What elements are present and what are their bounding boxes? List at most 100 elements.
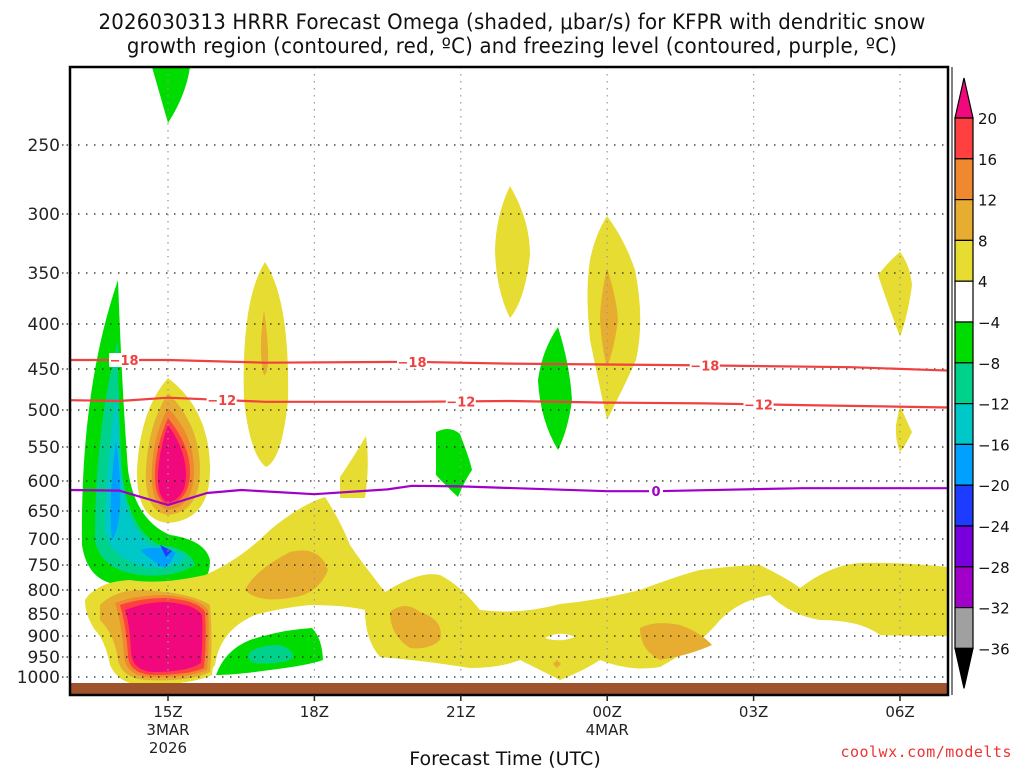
colorbar-label: −4 [978,314,1000,332]
colorbar-swatch [954,403,974,446]
ascent-region-low-n8 [248,645,294,664]
contour-lines: −18 −18 −18 −12 −12 −12 0 [70,353,948,507]
descent-region-p12-a [245,550,328,600]
contour-label: −12 [207,394,236,409]
colorbar-label: −24 [978,518,1010,536]
colorbar-swatch [954,606,974,649]
contour-label: −18 [398,356,427,371]
colorbar-label: −8 [978,355,1000,373]
contour-label-bg [109,353,140,367]
x-tick-label: 06Z [885,703,914,721]
colorbar-swatch [954,280,974,323]
x-tick-label: 00Z [593,703,622,721]
colorbar-label: −16 [978,436,1010,454]
colorbar-under-arrow [954,647,974,689]
colorbar-label: −20 [978,477,1010,495]
y-tick-label: 300 [28,205,60,225]
neutral-hole [545,633,575,641]
ascent-region-plume-n20 [160,545,172,557]
colorbar-label: 8 [978,232,988,250]
colorbar-swatch [954,443,974,486]
terrain-bar [70,683,948,695]
colorbar-label: −28 [978,559,1010,577]
x-tick-date: 4MAR [586,721,629,739]
contour-label-bg [649,484,663,499]
contour-label: 0 [651,485,660,500]
y-tick-label: 850 [28,605,60,625]
x-axis-title: Forecast Time (UTC) [409,748,600,768]
descent-region-small-06z [895,405,912,452]
contour-dendritic-top [70,358,948,372]
y-tick-label: 650 [28,502,60,522]
x-tick-label: 15Z [153,703,182,721]
x-tick-date: 3MAR [146,721,189,739]
y-tick-label: 700 [28,530,60,550]
colorbar-label: −12 [978,396,1010,414]
contour-dendritic-bottom [70,396,948,409]
descent-region-p12-b [390,606,441,649]
colorbar-label: 16 [978,151,997,169]
ascent-region-small-21z [436,428,472,497]
descent-region-upper-22z [495,186,530,318]
contour-label: −18 [690,359,719,374]
colorbar-swatch [954,525,974,568]
colorbar-swatch [954,199,974,242]
y-tick-label: 900 [28,627,60,647]
x-tick-label: 03Z [739,703,768,721]
contour-label: −18 [110,354,139,369]
plot-frame [68,65,950,697]
ascent-region-plume-n12 [105,390,185,568]
colorbar-label: 20 [978,110,997,128]
descent-region-small-19z [340,436,368,498]
chart-title: 2026030313 HRRR Forecast Omega (shaded, … [98,10,926,34]
descent-region-p12-c [640,623,712,660]
colorbar-label: 4 [978,273,988,291]
descent-region-mid-over [157,425,186,503]
y-axis: 2503003504004505005506006507007508008509… [17,136,70,688]
contour-label-bg [206,392,237,407]
colorbar: 20 16 12 8 4 −4 −8 −12 −16 −20 −24 −28 −32 −36 [951,67,1010,695]
y-tick-label: 550 [28,438,60,458]
colorbar-label: −32 [978,600,1010,618]
y-tick-label: 450 [28,360,60,380]
colorbar-swatch [954,484,974,527]
contour-label-bg [689,358,720,373]
colorbar-swatch [954,117,974,160]
chart-subtitle: growth region (contoured, red, ºC) and f… [126,34,898,58]
descent-region-p12-d [553,660,561,668]
contour-label: −12 [446,395,475,410]
contour-label-bg [397,354,427,369]
y-tick-label: 1000 [17,668,60,688]
colorbar-swatch [954,362,974,405]
colorbar-label: 12 [978,192,997,210]
x-tick-label: 21Z [446,703,475,721]
y-tick-label: 800 [28,581,60,601]
y-tick-label: 500 [28,401,60,421]
y-tick-label: 250 [28,136,60,156]
shaded-omega-field [81,67,948,685]
descent-region-low-over [125,602,203,672]
colorbar-over-arrow [954,77,974,119]
x-tick-label: 18Z [300,703,329,721]
ascent-region-23z [538,327,572,450]
descent-region-upper-17z-p12 [260,310,269,375]
colorbar-swatch [954,321,974,364]
y-tick-label: 400 [28,315,60,335]
y-tick-label: 350 [28,264,60,284]
credit-text: coolwx.com/modelts [840,743,1012,761]
y-tick-label: 950 [28,648,60,668]
descent-region-low-band [87,497,948,680]
colorbar-swatch [954,158,974,201]
contour-label: −12 [744,398,773,413]
colorbar-swatch [954,239,974,282]
contour-label-bg [743,397,774,412]
colorbar-label: −36 [978,640,1010,658]
ascent-region-top [152,67,190,123]
y-tick-label: 600 [28,472,60,492]
colorbar-swatch [954,566,974,609]
descent-region-upper-00z-p12 [600,268,618,367]
x-tick-year: 2026 [149,739,187,757]
y-tick-label: 750 [28,556,60,576]
